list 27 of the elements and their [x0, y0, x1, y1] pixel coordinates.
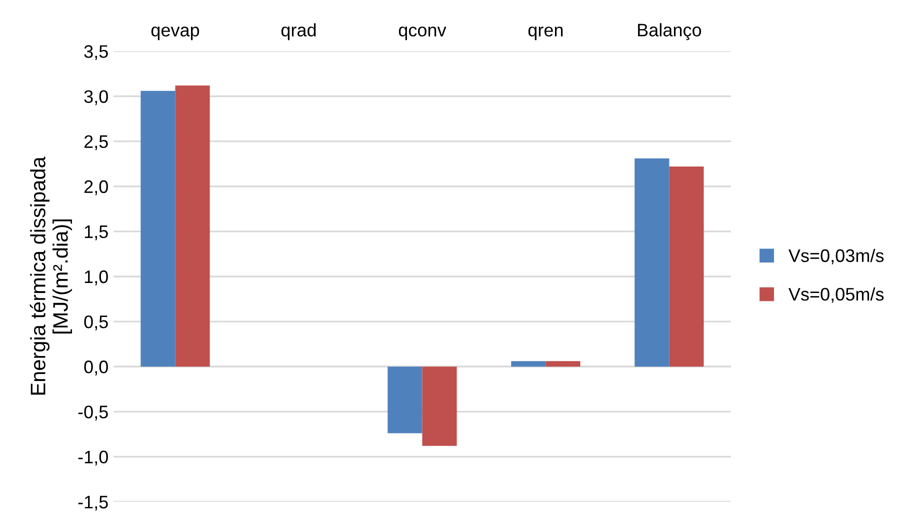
- bar: [422, 366, 457, 446]
- legend-label: Vs=0,03m/s: [788, 248, 884, 264]
- x-tick-label: qrad: [281, 23, 316, 40]
- y-tick-label: -1,5: [78, 496, 108, 511]
- x-tick-label: qevap: [151, 26, 200, 40]
- y-tick-label: 2,0: [84, 180, 108, 196]
- y-tick-label: 0,5: [84, 315, 108, 330]
- x-tick-label: Balanço: [638, 23, 702, 40]
- y-tick-label: 1,0: [84, 270, 108, 286]
- x-tick-label: qren: [528, 26, 563, 40]
- bar: [388, 366, 422, 434]
- x-tick-label: qconv: [398, 26, 446, 40]
- y-tick-label: 1,5: [84, 226, 108, 240]
- bar: [175, 85, 210, 367]
- bar: [634, 158, 670, 367]
- y-tick-label: -1,0: [78, 450, 108, 466]
- bar: [669, 166, 704, 367]
- y-tick-label: -0,5: [78, 406, 108, 420]
- bar: [140, 90, 176, 367]
- y-tick-label: 3,5: [84, 45, 108, 60]
- bar: [511, 361, 546, 367]
- y-tick-label: 0,0: [84, 360, 108, 376]
- y-axis-title: Energia térmica dissipada [MJ/(m².dia)]: [30, 156, 72, 395]
- y-tick-label: 2,5: [84, 135, 108, 150]
- y-tick-label: 3,0: [84, 90, 108, 106]
- bar: [546, 361, 580, 367]
- legend-label: Vs=0,05m/s: [788, 287, 884, 303]
